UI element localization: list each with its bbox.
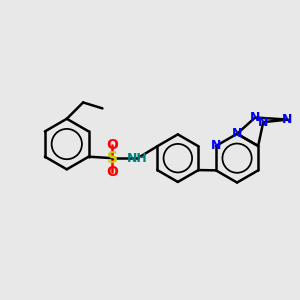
Text: N: N — [282, 113, 293, 126]
Text: O: O — [106, 164, 119, 178]
Text: O: O — [106, 138, 119, 152]
Text: NH: NH — [127, 152, 148, 165]
Text: N: N — [250, 111, 260, 124]
Text: N: N — [258, 116, 268, 129]
Text: S: S — [107, 151, 118, 166]
Text: N: N — [232, 127, 242, 140]
Text: N: N — [211, 140, 221, 152]
